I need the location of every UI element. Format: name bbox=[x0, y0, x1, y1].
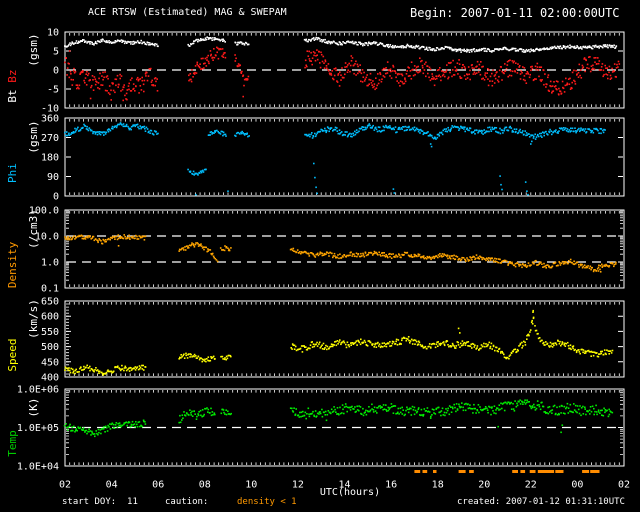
panel-frame bbox=[64, 209, 625, 289]
panel-phi: 360 270 180 90 0 Phi (gsm) bbox=[6, 114, 625, 203]
x-axis-title: UTC(hours) bbox=[319, 487, 381, 498]
caution-marker bbox=[520, 470, 526, 473]
ytick-label: 1.0E+06 bbox=[17, 385, 59, 396]
ytick-label: 1.0E+05 bbox=[17, 423, 59, 434]
ytick-label: 600 bbox=[41, 312, 59, 323]
y-axis-label-phi: Phi bbox=[6, 163, 19, 183]
x-tick-label: 14 bbox=[338, 480, 350, 491]
x-tick-label: 18 bbox=[432, 480, 444, 491]
series-phi bbox=[64, 122, 606, 196]
ytick-label: 180 bbox=[41, 153, 59, 164]
caution-marker bbox=[433, 470, 437, 473]
begin-timestamp: Begin: 2007-01-11 02:00:00UTC bbox=[410, 6, 620, 20]
y-axis-label-density: Density bbox=[6, 241, 19, 288]
x-tick-label: 10 bbox=[245, 480, 257, 491]
x-tick-label: 02 bbox=[618, 480, 630, 491]
footer-created-timestamp: created: 2007-01-12 01:31:10UTC bbox=[457, 497, 625, 507]
y-axis-unit-phi: (gsm) bbox=[27, 120, 40, 153]
caution-marker bbox=[529, 470, 536, 473]
panel-frame bbox=[64, 31, 625, 109]
caution-marker bbox=[512, 470, 518, 473]
x-tick-label: 04 bbox=[106, 480, 118, 491]
footer-start-doy: start DOY: 11 bbox=[62, 497, 138, 507]
ytick-label: 0.1 bbox=[41, 284, 59, 295]
ytick-label: 0 bbox=[53, 66, 59, 77]
caution-marker bbox=[458, 470, 466, 473]
ytick-label: 650 bbox=[41, 297, 59, 308]
ytick-label: 360 bbox=[41, 114, 59, 125]
series-density bbox=[64, 234, 617, 273]
y-axis-label-bt-bz: Bt Bz bbox=[6, 69, 19, 102]
ytick-label: 550 bbox=[41, 327, 59, 338]
panel-temp: 1.0E+06 1.0E+05 1.0E+04 Temp (K) bbox=[6, 385, 625, 473]
ytick-label: 5 bbox=[53, 47, 59, 58]
x-tick-label: 20 bbox=[478, 480, 490, 491]
caution-marker bbox=[414, 470, 421, 473]
x-tick-label: 16 bbox=[385, 480, 397, 491]
y-axis-unit-temp: (K) bbox=[27, 398, 40, 418]
time-ticks bbox=[64, 302, 625, 376]
ytick-label: 10.0 bbox=[35, 232, 59, 243]
panel-frame bbox=[64, 117, 625, 197]
caution-marker bbox=[537, 470, 555, 473]
ytick-label: 100.0 bbox=[29, 206, 59, 217]
series-bz bbox=[64, 46, 621, 102]
x-tick-label: 12 bbox=[292, 480, 304, 491]
x-tick-label: 00 bbox=[571, 480, 583, 491]
ytick-label: 400 bbox=[41, 373, 59, 384]
time-ticks bbox=[64, 33, 625, 107]
footer-caution-value: density < 1 bbox=[237, 497, 297, 507]
yticks-minor bbox=[66, 303, 69, 375]
ytick-label: 270 bbox=[41, 133, 59, 144]
series-speed bbox=[64, 309, 614, 376]
yticks-minor bbox=[66, 390, 623, 455]
ytick-label: 450 bbox=[41, 357, 59, 368]
footer-caution-label: caution: bbox=[165, 497, 209, 507]
caution-marker bbox=[590, 470, 600, 473]
panel-frame bbox=[64, 300, 625, 378]
y-axis-unit-bt-bz: (gsm) bbox=[27, 33, 40, 66]
plot-title: ACE RTSW (Estimated) MAG & SWEPAM bbox=[88, 7, 287, 18]
ytick-label: -10 bbox=[41, 104, 59, 115]
ytick-label: 1.0E+04 bbox=[17, 462, 59, 473]
time-ticks bbox=[64, 211, 625, 287]
y-axis-label-speed: Speed bbox=[6, 338, 19, 371]
x-tick-label: 06 bbox=[152, 480, 164, 491]
series-temp bbox=[63, 399, 614, 438]
caution-marker bbox=[582, 470, 590, 473]
ytick-label: 1.0 bbox=[41, 258, 59, 269]
y-axis-label-temp: Temp bbox=[6, 430, 19, 457]
panel-bt-bz: 10 5 0 -5 -10 Bt Bz (gsm) bbox=[6, 28, 625, 115]
time-ticks bbox=[64, 390, 625, 465]
ytick-label: 0 bbox=[53, 192, 59, 203]
panel-frame bbox=[64, 388, 625, 467]
x-tick-label: 22 bbox=[525, 480, 537, 491]
caution-marker bbox=[422, 470, 428, 473]
caution-marker bbox=[555, 470, 564, 473]
ytick-label: 10 bbox=[47, 28, 59, 39]
panel-speed: 650 600 550 500 450 400 Speed (km/s) bbox=[6, 297, 625, 384]
time-ticks bbox=[64, 119, 625, 195]
x-tick-label: 08 bbox=[199, 480, 211, 491]
ytick-label: 500 bbox=[41, 342, 59, 353]
yticks-minor bbox=[66, 210, 623, 281]
panel-density: 100.0 10.0 1.0 0.1 Density (/cm3) bbox=[6, 206, 625, 295]
y-axis-unit-density: (/cm3) bbox=[27, 209, 40, 249]
y-axis-unit-speed: (km/s) bbox=[27, 299, 40, 339]
ytick-label: -5 bbox=[47, 85, 59, 96]
series-bt bbox=[64, 36, 618, 53]
ytick-label: 90 bbox=[47, 172, 59, 183]
caution-marker bbox=[469, 470, 474, 473]
x-tick-label: 02 bbox=[59, 480, 71, 491]
